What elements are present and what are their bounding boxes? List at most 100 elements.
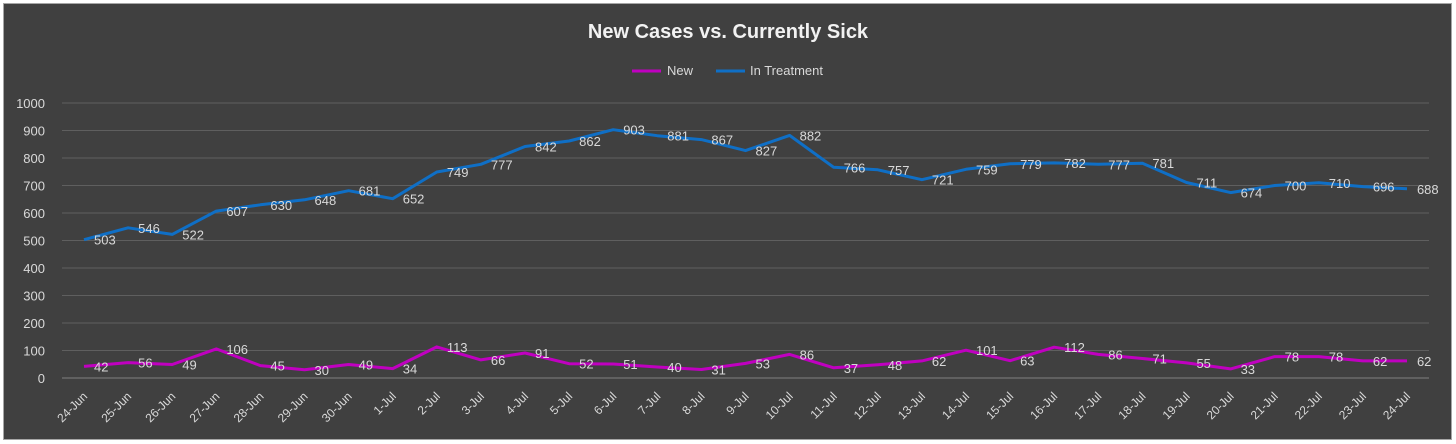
data-label: 842 [535, 139, 557, 154]
x-axis: 24-Jun 25-Jun 26-Jun 27-Jun 28-Jun 29-Jun 30-J… [54, 377, 1429, 425]
x-tick-label: 27-Jun [187, 389, 223, 425]
data-label: 33 [1241, 362, 1255, 377]
data-labels: 42 56 49 106 45 30 49 34 113 66 91 52 51 40 31 53 86 37 48… [94, 123, 1439, 378]
data-label: 51 [623, 357, 637, 372]
data-label: 78 [1329, 350, 1343, 365]
data-label: 903 [623, 123, 645, 138]
x-tick-label: 11-Jul [807, 389, 839, 421]
data-label: 607 [226, 204, 248, 219]
series-group [83, 128, 1408, 372]
data-label: 777 [491, 157, 513, 172]
legend: New In Treatment [632, 63, 823, 78]
data-label: 862 [579, 134, 601, 149]
data-label: 86 [800, 347, 814, 362]
data-label: 882 [800, 128, 822, 143]
x-tick-label: 30-Jun [319, 389, 355, 425]
y-tick-label: 600 [23, 206, 45, 221]
data-label: 630 [270, 198, 292, 213]
data-label: 112 [1064, 340, 1085, 355]
x-tick-label: 3-Jul [459, 389, 487, 417]
x-tick-label: 10-Jul [763, 389, 796, 422]
line-chart: New Cases vs. Currently Sick New In Trea… [16, 21, 1439, 425]
data-label: 777 [1108, 157, 1130, 172]
data-label: 710 [1329, 176, 1351, 191]
data-label: 45 [270, 359, 284, 374]
data-label: 40 [667, 360, 681, 375]
x-tick-label: 23-Jul [1336, 389, 1369, 422]
data-label: 37 [844, 361, 858, 376]
legend-label-in-treatment: In Treatment [750, 63, 823, 78]
series-line-new [83, 345, 1407, 372]
chart-area: New Cases vs. Currently Sick New In Trea… [3, 3, 1452, 440]
data-label: 759 [976, 162, 998, 177]
data-label: 881 [667, 129, 689, 144]
data-label: 827 [756, 144, 778, 159]
data-label: 91 [535, 346, 549, 361]
data-label: 749 [447, 165, 469, 180]
data-label: 56 [138, 356, 152, 371]
x-tick-label: 28-Jun [231, 389, 267, 425]
x-tick-label: 8-Jul [679, 389, 707, 417]
x-tick-label: 18-Jul [1115, 389, 1148, 422]
y-tick-label: 0 [38, 371, 45, 386]
y-tick-label: 500 [23, 234, 45, 249]
y-tick-label: 800 [23, 151, 45, 166]
data-label: 781 [1152, 156, 1174, 171]
data-label: 652 [403, 192, 425, 207]
data-label: 503 [94, 233, 116, 248]
gridlines [62, 102, 1429, 351]
x-tick-label: 29-Jun [275, 389, 311, 425]
data-label: 49 [359, 358, 373, 373]
data-label: 522 [182, 227, 204, 242]
data-label: 30 [315, 363, 329, 378]
data-label: 42 [94, 359, 108, 374]
chart-title: New Cases vs. Currently Sick [588, 21, 869, 43]
data-label: 71 [1152, 351, 1166, 366]
x-tick-label: 9-Jul [723, 389, 751, 417]
data-label: 867 [711, 133, 733, 148]
y-tick-label: 700 [23, 179, 45, 194]
data-label: 34 [403, 362, 417, 377]
series-line-in-treatment [83, 128, 1408, 242]
data-label: 757 [888, 163, 910, 178]
data-label: 62 [1373, 354, 1387, 369]
data-label: 113 [447, 340, 468, 355]
data-label: 66 [491, 353, 505, 368]
x-tick-label: 21-Jul [1248, 389, 1281, 422]
data-label: 49 [182, 358, 196, 373]
x-tick-label: 26-Jun [143, 389, 179, 425]
data-label: 779 [1020, 157, 1042, 172]
y-tick-label: 900 [23, 124, 45, 139]
data-label: 711 [1196, 175, 1217, 190]
data-label: 78 [1285, 350, 1299, 365]
x-tick-label: 25-Jun [98, 389, 134, 425]
x-tick-label: 1-Jul [371, 389, 399, 417]
data-label: 62 [932, 354, 946, 369]
data-label: 721 [932, 173, 954, 188]
data-label: 696 [1373, 180, 1395, 195]
data-label: 101 [976, 343, 998, 358]
data-label: 700 [1285, 179, 1307, 194]
data-label: 31 [711, 362, 725, 377]
data-label: 53 [756, 356, 770, 371]
x-tick-label: 4-Jul [503, 389, 531, 417]
x-tick-label: 2-Jul [415, 389, 443, 417]
y-tick-label: 1000 [16, 96, 45, 111]
data-label: 681 [359, 184, 381, 199]
x-tick-label: 12-Jul [851, 389, 884, 422]
x-tick-label: 16-Jul [1027, 389, 1060, 422]
x-tick-label: 24-Jun [54, 389, 90, 425]
x-tick-label: 6-Jul [591, 389, 619, 417]
data-label: 86 [1108, 347, 1122, 362]
data-label: 62 [1417, 354, 1431, 369]
x-tick-label: 22-Jul [1292, 389, 1325, 422]
y-tick-label: 100 [23, 344, 45, 359]
y-tick-label: 300 [23, 289, 45, 304]
x-tick-label: 14-Jul [939, 389, 972, 422]
x-tick-label: 20-Jul [1204, 389, 1237, 422]
data-label: 63 [1020, 354, 1034, 369]
x-tick-label: 7-Jul [635, 389, 663, 417]
data-label: 766 [844, 160, 866, 175]
data-label: 48 [888, 358, 902, 373]
data-label: 648 [315, 193, 337, 208]
